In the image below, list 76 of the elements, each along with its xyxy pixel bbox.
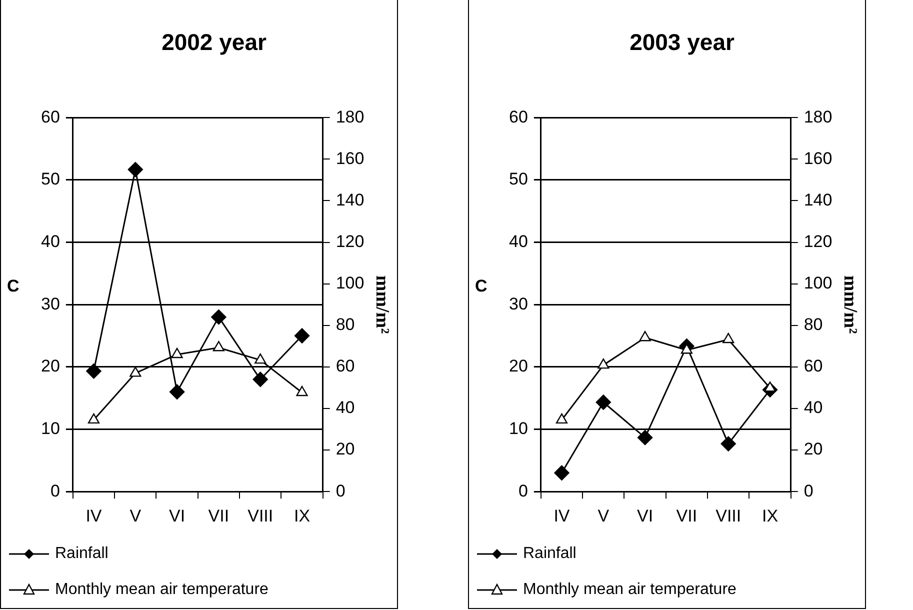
point [722,332,734,344]
y-tick-label: 50 [508,170,528,189]
point [86,363,102,379]
y-tick-label: 30 [40,294,60,314]
point [639,331,651,342]
legend-label: Monthly mean air temperature [55,581,268,599]
x-tick-label: V [598,506,610,526]
y2-tick-label: 80 [804,315,823,334]
y2-tick-label: 180 [336,107,364,126]
x-tick-label: IV [554,506,570,526]
y-tick-label: 20 [40,356,60,376]
y2-tick-label: 120 [804,232,832,251]
point [637,430,653,446]
y2-tick-label: 60 [804,356,823,376]
y-tick-label: 50 [40,170,60,189]
y-tick-label: 30 [508,294,528,314]
x-tick-label: V [130,506,142,526]
point [212,341,224,352]
y2-tick-label: 140 [804,190,832,210]
y2-tick-label: 40 [336,398,355,418]
point [554,465,570,480]
x-tick-label: IX [762,506,778,526]
y-axis-title: C [7,276,20,296]
legend-label: Rainfall [523,545,576,563]
y-tick-label: 20 [508,356,528,376]
y2-tick-label: 160 [336,148,364,168]
y-tick-label: 60 [40,107,60,126]
x-tick-label: IV [86,506,102,526]
point [211,309,226,325]
y2-tick-label: 0 [804,481,814,500]
point [88,413,100,424]
point [254,353,266,364]
legend-label: Rainfall [55,545,108,563]
y2-tick-label: 80 [336,315,355,334]
y2-tick-label: 0 [336,481,346,500]
y-tick-label: 0 [518,481,528,500]
x-tick-label: VI [637,506,654,526]
y-tick-label: 10 [508,418,528,438]
x-tick-label: VII [676,506,698,526]
y-axis-title: C [475,276,488,296]
chart-title: 2002 year [162,29,266,56]
x-tick-label: VI [169,506,186,526]
y2-tick-label: 100 [804,274,832,293]
y2-tick-label: 40 [804,398,823,418]
y2-tick-label: 20 [336,440,355,459]
point [296,386,308,396]
y2-axis-title: mm/m² [372,275,393,334]
point [169,384,185,400]
x-tick-label: VIII [716,506,742,526]
point [598,358,610,369]
x-tick-label: IX [294,506,310,526]
point [596,394,611,410]
y2-axis-title: mm/m² [840,275,861,334]
y-tick-label: 10 [40,418,60,438]
point [171,348,183,358]
x-tick-label: VIII [248,506,274,526]
point [294,328,310,344]
y2-tick-label: 180 [804,107,832,126]
chart-title: 2003 year [630,29,734,56]
y-tick-label: 0 [50,481,60,500]
legend-label: Monthly mean air temperature [523,581,736,599]
point [252,372,268,387]
y-tick-label: 60 [508,107,528,126]
y-tick-label: 40 [40,232,60,251]
point [130,366,142,377]
y2-tick-label: 20 [804,440,823,459]
y2-tick-label: 100 [336,274,364,293]
y2-tick-label: 60 [336,356,355,376]
x-tick-label: VII [208,506,230,526]
y2-tick-label: 120 [336,232,364,251]
point [128,162,143,178]
point [720,436,736,452]
point [556,413,568,424]
y2-tick-label: 140 [336,190,364,210]
y-tick-label: 40 [508,232,528,251]
y2-tick-label: 160 [804,148,832,168]
